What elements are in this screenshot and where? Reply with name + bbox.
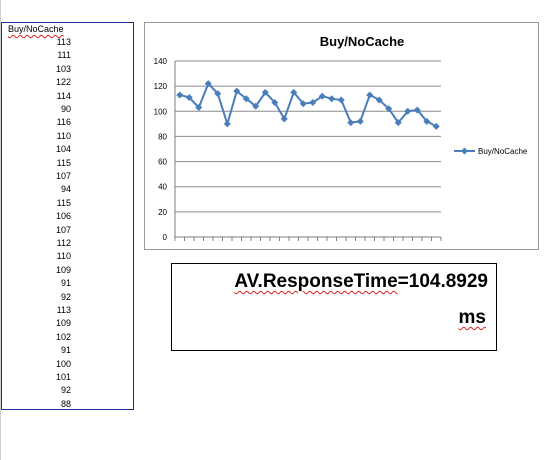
column-cell[interactable]: 90 (60, 104, 71, 114)
column-cell[interactable]: 91 (60, 345, 71, 356)
data-point[interactable] (347, 119, 355, 127)
y-tick-label: 40 (158, 183, 167, 192)
y-tick-label: 0 (163, 233, 168, 242)
data-point[interactable] (290, 88, 298, 96)
data-point[interactable] (375, 96, 383, 104)
data-point[interactable] (185, 93, 193, 101)
data-point[interactable] (299, 100, 307, 108)
data-point[interactable] (318, 92, 326, 100)
average-response-line: AV.ResponseTime=104.8929 (234, 271, 488, 293)
data-point[interactable] (214, 90, 222, 98)
column-cell[interactable]: 114 (56, 90, 71, 101)
data-point[interactable] (252, 102, 260, 110)
y-tick-label: 80 (158, 132, 167, 141)
chart-title: Buy/NoCache (320, 34, 405, 49)
column-cell[interactable]: 112 (56, 238, 71, 248)
column-cell[interactable]: 115 (56, 157, 71, 168)
data-point[interactable] (337, 96, 345, 104)
column-cell[interactable]: 113 (56, 37, 71, 47)
data-point[interactable] (176, 91, 184, 99)
data-point[interactable] (413, 106, 421, 114)
data-point[interactable] (271, 98, 279, 106)
average-response-equals: = (397, 271, 409, 292)
column-cell[interactable]: 104 (55, 144, 71, 155)
legend-marker (461, 147, 468, 155)
data-point[interactable] (328, 95, 336, 103)
column-cell[interactable]: 107 (55, 224, 71, 235)
average-response-unit: ms (459, 307, 486, 329)
y-tick-label: 20 (158, 208, 167, 217)
series-line (179, 81, 437, 128)
column-cell[interactable]: 122 (55, 77, 71, 88)
column-cell[interactable]: 111 (57, 50, 71, 61)
average-response-value: 104.8929 (408, 271, 488, 292)
column-cell[interactable]: 110 (56, 251, 71, 262)
column-cell[interactable]: 110 (56, 130, 71, 141)
x-axis-ticks (174, 237, 442, 241)
average-response-label: AV.ResponseTime (234, 271, 398, 292)
column-cell[interactable]: 102 (55, 331, 71, 342)
data-point[interactable] (233, 87, 241, 95)
data-point[interactable] (385, 105, 393, 113)
column-cell[interactable]: 94 (60, 184, 71, 195)
legend-label: Buy/NoCache (478, 147, 528, 156)
data-point[interactable] (404, 107, 412, 115)
data-column: Buy/NoCache 113 111 103 122 114 90 116 110 104 11… (1, 22, 134, 410)
data-point[interactable] (432, 122, 440, 130)
series-markers (176, 80, 440, 130)
data-point[interactable] (356, 117, 364, 125)
unit-label: ms (458, 307, 486, 328)
column-cell[interactable]: 92 (60, 385, 71, 396)
data-point[interactable] (280, 115, 288, 123)
column-cell[interactable]: 91 (60, 278, 71, 289)
chart-legend: Buy/NoCache (454, 147, 528, 156)
column-cell[interactable]: 109 (55, 318, 71, 329)
column-cell[interactable]: 101 (55, 372, 71, 382)
chart-canvas: Buy/NoCache 0 20 40 60 80 100 120 140 Buy/NoCac… (154, 34, 528, 242)
data-point[interactable] (223, 120, 231, 128)
y-tick-label: 120 (154, 82, 168, 91)
column-header[interactable]: Buy/NoCache (8, 24, 64, 34)
chart-gridlines (174, 60, 441, 238)
data-point[interactable] (204, 80, 212, 88)
column-cell[interactable]: 109 (55, 264, 71, 275)
y-tick-label: 140 (154, 57, 168, 66)
column-cell[interactable]: 92 (60, 291, 71, 302)
data-point[interactable] (242, 95, 250, 103)
column-cell[interactable]: 103 (55, 63, 71, 74)
column-cell[interactable]: 115 (56, 197, 71, 208)
data-point[interactable] (309, 98, 317, 106)
data-point[interactable] (423, 117, 431, 125)
line-chart[interactable]: Buy/NoCache 0 20 40 60 80 100 120 140 Buy/NoCac… (144, 22, 539, 250)
data-point[interactable] (195, 104, 203, 112)
column-cell[interactable]: 100 (55, 358, 71, 369)
column-cell[interactable]: 107 (55, 171, 71, 181)
window-edge (0, 0, 1, 460)
y-tick-label: 100 (154, 107, 168, 116)
y-axis-ticks: 0 20 40 60 80 100 120 140 (154, 57, 168, 242)
data-point[interactable] (366, 91, 374, 99)
y-tick-label: 60 (158, 158, 167, 167)
column-cell[interactable]: 88 (60, 398, 71, 409)
column-cell[interactable]: 106 (55, 211, 71, 222)
average-response-box[interactable]: AV.ResponseTime=104.8929 ms (171, 263, 497, 351)
data-point[interactable] (394, 119, 402, 127)
column-cell[interactable]: 116 (56, 117, 71, 128)
column-cell[interactable]: 113 (56, 305, 71, 315)
data-point[interactable] (261, 88, 269, 96)
